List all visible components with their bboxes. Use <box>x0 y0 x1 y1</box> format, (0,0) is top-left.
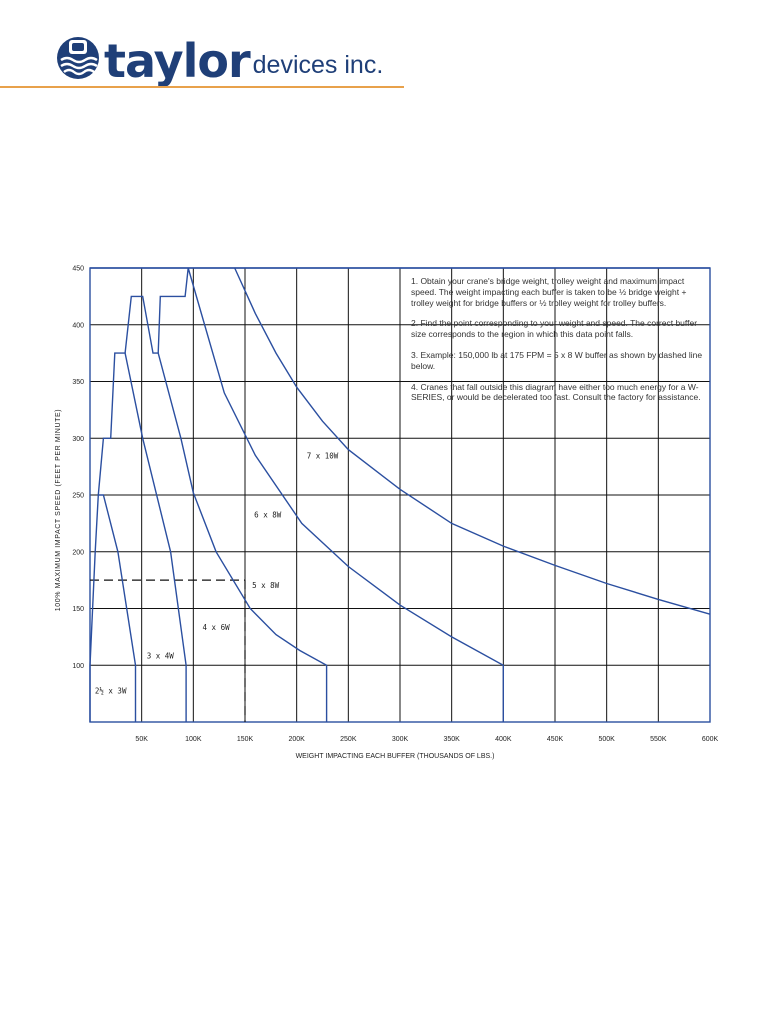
instruction-step-3: 3. Example: 150,000 lb at 175 FPM = 5 x … <box>411 349 703 371</box>
x-tick-label: 600K <box>702 736 719 743</box>
y-axis-label: 100% MAXIMUM IMPACT SPEED (FEET PER MINU… <box>55 409 62 611</box>
y-tick-label: 350 <box>72 379 84 386</box>
instruction-step-1: 1. Obtain your crane's bridge weight, tr… <box>411 276 687 308</box>
instructions-block: 1. Obtain your crane's bridge weight, tr… <box>411 276 706 413</box>
instruction-step-4: 4. Cranes that fall outside this diagram… <box>411 381 701 403</box>
x-tick-label: 400K <box>495 736 512 743</box>
region-label: 4 x 6W <box>203 623 231 632</box>
x-tick-label: 300K <box>392 736 409 743</box>
series-line-5 <box>234 267 711 615</box>
series-line-1 <box>89 494 137 722</box>
y-tick-label: 200 <box>72 549 84 556</box>
y-tick-label: 400 <box>72 322 84 329</box>
y-tick-label: 300 <box>72 436 84 443</box>
region-label: 6 x 8W <box>254 511 282 520</box>
x-axis-label: WEIGHT IMPACTING EACH BUFFER (THOUSANDS … <box>296 753 495 760</box>
header-divider <box>0 86 404 88</box>
taylor-devices-logo-icon <box>57 37 99 79</box>
y-tick-label: 100 <box>72 663 84 670</box>
instruction-step-2: 2. Find the point corresponding to your … <box>411 318 698 340</box>
x-tick-label: 550K <box>650 736 667 743</box>
x-tick-label: 200K <box>288 736 305 743</box>
series-line-4 <box>157 267 504 722</box>
x-tick-label: 250K <box>340 736 357 743</box>
region-label: 5 x 8W <box>252 581 280 590</box>
y-tick-label: 250 <box>72 493 84 500</box>
x-tick-label: 100K <box>185 736 202 743</box>
series-line-3 <box>124 295 328 722</box>
region-label: 7 x 10W <box>307 452 339 461</box>
region-label: 3 x 4W <box>147 651 175 660</box>
y-tick-label: 150 <box>72 606 84 613</box>
x-tick-label: 500K <box>598 736 615 743</box>
x-tick-label: 150K <box>237 736 254 743</box>
region-label: 2½ x 3W <box>95 687 127 696</box>
logo-suffix-text: devices inc. <box>252 51 384 79</box>
y-tick-label: 450 <box>72 266 84 273</box>
taylor-devices-logo: taylor devices inc. <box>56 28 383 84</box>
x-tick-label: 50K <box>135 736 148 743</box>
logo-brand-text: taylor <box>104 34 251 88</box>
x-tick-label: 350K <box>443 736 460 743</box>
x-tick-label: 450K <box>547 736 564 743</box>
